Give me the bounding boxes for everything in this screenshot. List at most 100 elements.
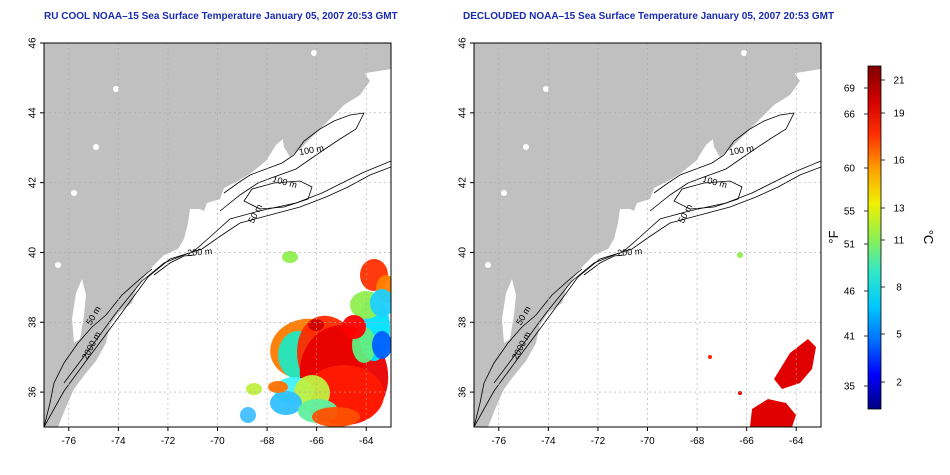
land-north-america — [44, 43, 391, 427]
colorbar-f-tick-label: 69 — [844, 84, 856, 95]
x-tick-label: -74 — [541, 436, 556, 447]
colorbar-f-tick-label: 51 — [844, 240, 856, 251]
contour-georges-bank — [673, 180, 743, 210]
colorbar: 69 66 60 55 51 46 41 35 21 19 16 13 11 8 5 2 °F °C — [826, 65, 936, 410]
sst-cloudfree-patch — [240, 407, 256, 423]
left-panel-title: RU COOL NOAA–15 Sea Surface Temperature … — [44, 11, 398, 22]
y-tick-label: 44 — [458, 107, 469, 119]
y-tick-label: 38 — [28, 316, 39, 328]
colorbar-c-tick-label: 2 — [896, 378, 902, 389]
colorbar-c-tick-label: 21 — [893, 76, 905, 87]
x-tick-label: -76 — [492, 436, 507, 447]
colorbar-c-tick-label: 11 — [894, 236, 905, 247]
contour-200m — [493, 160, 821, 384]
y-tick-label: 40 — [28, 246, 39, 258]
inland-lake — [543, 86, 549, 92]
sst-cloudfree-patch — [370, 289, 391, 317]
colorbar-unit-celsius: °C — [921, 230, 936, 245]
sst-cloudfree-patch — [268, 381, 288, 393]
inland-lake — [71, 190, 77, 196]
sst-cloudfree-patch — [342, 315, 366, 339]
contour-shelf-edge — [583, 254, 625, 276]
colorbar-c-tick-label: 5 — [896, 330, 902, 341]
x-tick-label: -76 — [62, 436, 77, 447]
sst-cloudfree-patch — [246, 383, 262, 395]
x-tick-label: -64 — [359, 436, 374, 447]
contour-label-200m: 200 m — [187, 246, 213, 258]
contour-2000m — [44, 166, 391, 427]
contour-50m-inner — [474, 268, 583, 427]
contour-50m-inner — [44, 268, 153, 427]
contour-label-100m-north: 100 m — [728, 143, 754, 157]
x-tick-label: -72 — [591, 436, 606, 447]
inland-lake — [523, 144, 529, 150]
x-tick-label: -68 — [690, 436, 705, 447]
sst-cloudfree-patch — [312, 407, 360, 427]
sst-cloudfree-patch — [270, 391, 302, 415]
y-tick-label: 42 — [458, 177, 469, 189]
y-tick-label: 44 — [28, 107, 39, 119]
inland-lake — [501, 190, 507, 196]
y-tick-label: 40 — [458, 246, 469, 258]
bathymetry-contours — [44, 112, 391, 427]
graticule — [474, 42, 821, 427]
colorbar-f-tick-label: 41 — [844, 332, 856, 343]
contour-label-100m-north: 100 m — [298, 143, 324, 157]
colorbar-c-tick-label: 8 — [896, 283, 902, 294]
x-tick-label: -64 — [789, 436, 804, 447]
inland-lake — [113, 86, 119, 92]
contour-100m — [649, 112, 795, 212]
sst-cloudfree-patch — [372, 331, 391, 359]
bathymetry-contours — [474, 112, 821, 427]
contour-label-200m: 200 m — [617, 246, 643, 258]
contour-shelf-edge — [153, 254, 195, 276]
sst-speck — [737, 252, 743, 258]
right-panel-title: DECLOUDED NOAA–15 Sea Surface Temperatur… — [463, 11, 835, 22]
sst-warm-speck — [708, 355, 712, 359]
inland-lake — [741, 50, 747, 56]
x-tick-label: -74 — [111, 436, 126, 447]
x-tick-label: -70 — [640, 436, 655, 447]
x-tick-label: -72 — [161, 436, 176, 447]
inland-lake — [93, 144, 99, 150]
y-tick-label: 36 — [458, 386, 469, 398]
colorbar-f-tick-label: 66 — [844, 110, 856, 121]
x-tick-label: -66 — [309, 436, 324, 447]
colorbar-f-tick-label: 55 — [844, 207, 856, 218]
y-tick-label: 36 — [28, 386, 39, 398]
y-tick-label: 42 — [28, 177, 39, 189]
land-nova-scotia — [710, 67, 800, 157]
chesapeake-bay — [72, 279, 86, 343]
x-tick-label: -66 — [739, 436, 754, 447]
sst-warm-patch-north — [774, 339, 816, 389]
sst-warm-speck — [738, 391, 742, 395]
contour-100m — [219, 112, 365, 212]
sst-cloudfree-patch — [308, 319, 324, 331]
x-tick-label: -70 — [210, 436, 225, 447]
colorbar-f-tick-label: 35 — [844, 382, 856, 393]
sst-warm-patch-south — [750, 399, 796, 427]
colorbar-c-tick-label: 13 — [893, 204, 905, 215]
contour-200m — [63, 160, 391, 384]
contour-georges-bank — [243, 180, 313, 210]
colorbar-bar — [867, 65, 882, 410]
graticule — [44, 42, 391, 427]
chesapeake-bay — [502, 279, 516, 343]
land-north-america — [474, 43, 821, 427]
y-tick-label: 46 — [458, 37, 469, 49]
x-tick-label: -68 — [260, 436, 275, 447]
colorbar-f-tick-label: 60 — [844, 164, 856, 175]
contour-2000m — [474, 166, 821, 427]
inland-lake — [311, 50, 317, 56]
y-tick-label: 38 — [458, 316, 469, 328]
colorbar-c-tick-label: 16 — [893, 156, 905, 167]
y-tick-label: 46 — [28, 37, 39, 49]
colorbar-c-tick-label: 19 — [893, 109, 905, 120]
inland-lake — [55, 262, 61, 268]
colorbar-unit-fahrenheit: °F — [826, 230, 841, 243]
